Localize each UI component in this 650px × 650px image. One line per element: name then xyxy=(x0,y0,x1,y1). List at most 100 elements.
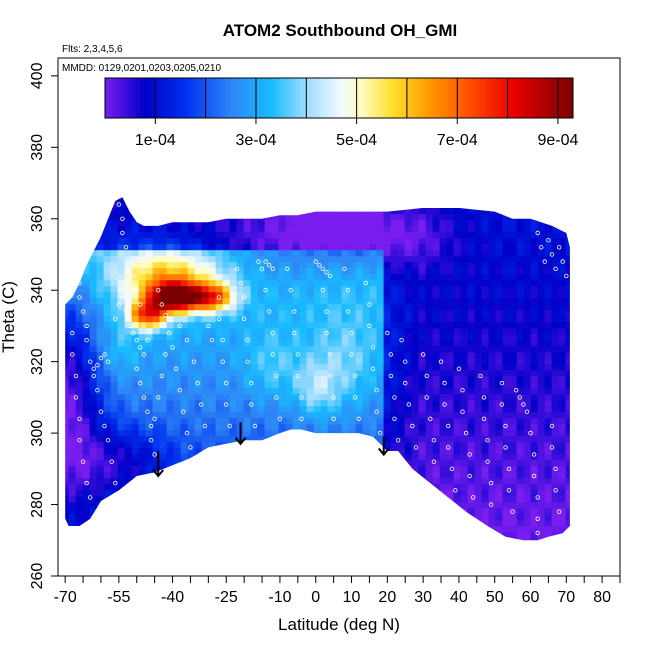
heatmap-cell xyxy=(530,520,539,527)
heatmap-cell xyxy=(481,232,490,239)
heatmap-cell xyxy=(201,274,210,281)
heatmap-cell xyxy=(334,328,343,335)
heatmap-cell xyxy=(271,328,280,335)
heatmap-cell xyxy=(376,472,385,479)
heatmap-cell xyxy=(565,520,570,527)
sample-point xyxy=(403,359,408,364)
heatmap-cell xyxy=(559,544,567,551)
chart-title: ATOM2 Southbound OH_GMI xyxy=(223,21,458,40)
heatmap-cell xyxy=(173,238,182,245)
heatmap-cell xyxy=(82,322,91,329)
heatmap-cell xyxy=(250,274,259,281)
heatmap-cell xyxy=(208,202,217,209)
colorbar-tick-label: 5e-04 xyxy=(336,132,377,149)
heatmap-cell xyxy=(187,316,196,323)
heatmap-cell xyxy=(103,454,112,461)
heatmap-cell xyxy=(173,370,182,377)
heatmap-cell xyxy=(551,430,560,437)
heatmap-cell xyxy=(551,406,560,413)
heatmap-cell xyxy=(145,220,154,227)
heatmap-cell xyxy=(313,310,322,317)
heatmap-cell xyxy=(65,244,70,251)
heatmap-cell xyxy=(432,442,441,449)
sample-point xyxy=(109,459,114,464)
heatmap-cell xyxy=(432,436,441,443)
heatmap-cell xyxy=(208,310,217,317)
heatmap-cell xyxy=(488,364,497,371)
heatmap-cell xyxy=(474,490,483,497)
heatmap-cell xyxy=(369,232,378,239)
heatmap-cell xyxy=(509,436,518,443)
x-tick-label: -70 xyxy=(54,589,77,606)
heatmap-cell xyxy=(75,448,84,455)
heatmap-cell xyxy=(131,484,140,491)
heatmap-cell xyxy=(208,466,217,473)
heatmap-cell xyxy=(334,292,343,299)
heatmap-cell xyxy=(516,370,525,377)
heatmap-cell xyxy=(264,274,273,281)
heatmap-cell xyxy=(117,508,126,515)
heatmap-cell xyxy=(321,544,329,551)
heatmap-cell xyxy=(215,340,224,347)
heatmap-cell xyxy=(138,214,147,221)
colorbar-swatch xyxy=(225,78,231,118)
heatmap-cell xyxy=(530,262,539,269)
heatmap-cell xyxy=(544,466,553,473)
colorbar-swatch xyxy=(362,78,367,118)
heatmap-cell xyxy=(215,274,224,281)
heatmap-cell xyxy=(201,448,210,455)
heatmap-cell xyxy=(89,418,98,425)
heatmap-cell xyxy=(418,520,427,527)
heatmap-cell xyxy=(96,208,105,215)
heatmap-cell xyxy=(138,538,147,541)
heatmap-cell xyxy=(453,292,462,299)
sample-point xyxy=(148,423,154,429)
heatmap-cell xyxy=(432,400,441,407)
heatmap-cell xyxy=(306,232,315,239)
heatmap-cell xyxy=(573,262,581,269)
heatmap-cell xyxy=(117,340,126,347)
heatmap-cell xyxy=(208,256,217,263)
heatmap-cell xyxy=(293,544,301,551)
heatmap-cell xyxy=(573,472,581,479)
heatmap-cell xyxy=(481,238,490,245)
heatmap-cell xyxy=(537,346,546,353)
heatmap-cell xyxy=(383,244,392,251)
heatmap-cell xyxy=(460,478,469,485)
heatmap-cell xyxy=(530,460,539,467)
heatmap-cell xyxy=(194,364,203,371)
heatmap-cell xyxy=(334,514,343,521)
heatmap-cell xyxy=(509,214,518,221)
heatmap-cell xyxy=(523,214,532,221)
heatmap-cell xyxy=(236,448,245,455)
heatmap-cell xyxy=(348,538,357,541)
heatmap-cell xyxy=(474,250,483,257)
colorbar-swatch xyxy=(491,78,496,118)
heatmap-cell xyxy=(159,226,168,233)
heatmap-cell xyxy=(292,532,301,539)
colorbar-swatch xyxy=(346,78,352,118)
heatmap-cell xyxy=(355,520,364,527)
colorbar-swatch xyxy=(284,78,289,118)
heatmap-cell xyxy=(271,346,280,353)
heatmap-cell xyxy=(89,226,98,233)
heatmap-cell xyxy=(82,232,91,239)
heatmap-cell xyxy=(278,352,287,359)
heatmap-cell xyxy=(138,508,147,515)
heatmap-cell xyxy=(82,430,91,437)
heatmap-cell xyxy=(138,304,147,311)
heatmap-cell xyxy=(502,532,511,539)
heatmap-cell xyxy=(124,478,133,485)
heatmap-cell xyxy=(201,232,210,239)
heatmap-cell xyxy=(174,544,182,551)
heatmap-cell xyxy=(509,424,518,431)
heatmap-cell xyxy=(285,400,294,407)
heatmap-cell xyxy=(75,298,84,305)
heatmap-cell xyxy=(208,538,217,541)
heatmap-cell xyxy=(96,466,105,473)
heatmap-cell xyxy=(531,544,539,551)
heatmap-cell xyxy=(573,226,581,233)
heatmap-cell xyxy=(349,190,357,197)
heatmap-cell xyxy=(488,334,497,341)
heatmap-cell xyxy=(159,256,168,263)
